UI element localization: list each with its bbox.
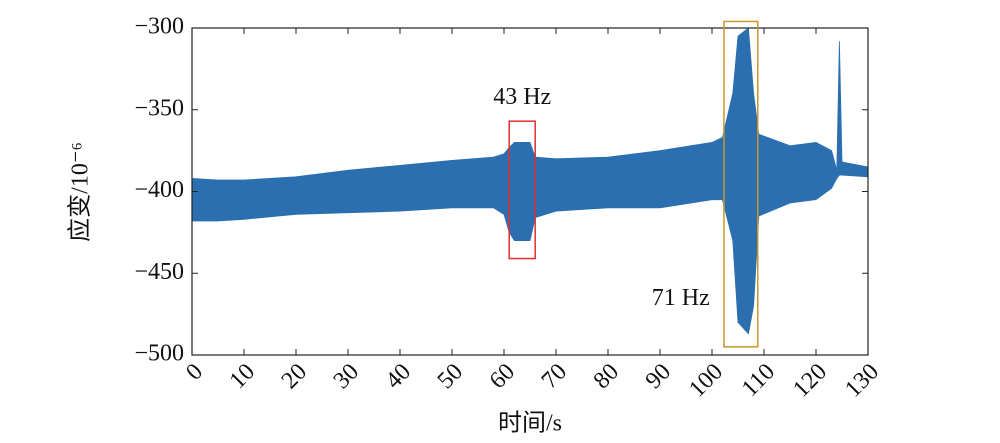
y-axis-label: 应变/10⁻⁶: [67, 142, 94, 242]
annotation-label: 43 Hz: [493, 84, 551, 110]
x-axis-label: 时间/s: [498, 410, 562, 437]
annotation-label: 71 Hz: [652, 285, 710, 311]
x-tick-label: 110: [737, 359, 780, 402]
x-tick-label: 50: [433, 359, 468, 394]
x-tick-label: 120: [788, 359, 832, 403]
signal-band: [191, 27, 869, 335]
y-tick-label: −450: [134, 259, 184, 285]
x-tick-label: 100: [684, 359, 728, 403]
annotation-box: [508, 120, 536, 260]
y-tick-label: −350: [134, 95, 184, 121]
x-tick-label: 80: [589, 359, 624, 394]
annotation-box: [723, 20, 759, 348]
y-tick-label: −300: [134, 14, 184, 40]
x-tick-label: 30: [329, 359, 364, 394]
y-tick-label: −500: [134, 341, 184, 367]
x-tick-label: 10: [225, 359, 260, 394]
x-tick-label: 70: [537, 359, 572, 394]
x-tick-label: 130: [840, 359, 884, 403]
x-tick-label: 60: [485, 359, 520, 394]
x-tick-label: 40: [381, 359, 416, 394]
x-tick-label: 90: [641, 359, 676, 394]
x-tick-label: 20: [277, 359, 312, 394]
y-tick-label: −400: [134, 177, 184, 203]
x-tick-label: 0: [181, 359, 208, 386]
